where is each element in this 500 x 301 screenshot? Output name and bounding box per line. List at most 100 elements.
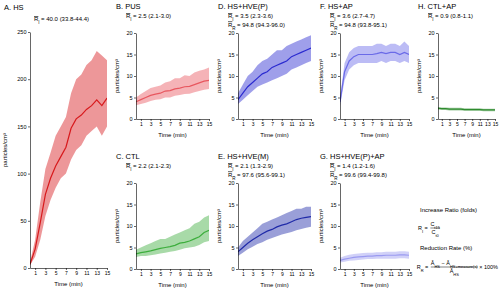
plot-area xyxy=(136,67,209,105)
x-tick: 5 xyxy=(261,119,264,127)
x-tick-label: 15 xyxy=(207,121,213,127)
formula-lhs: RI = xyxy=(418,225,429,234)
x-tick-label: 5 xyxy=(159,271,162,277)
figure: A. HSRI= 40.0 (33.8-44.4)135791113150501… xyxy=(0,0,500,301)
plot-area xyxy=(30,51,107,265)
y-tick-label: 0 xyxy=(129,116,132,122)
y-axis: 050100150200250 xyxy=(17,29,30,271)
annotation-subscript: R xyxy=(232,25,236,30)
y-axis: 05101520 xyxy=(330,30,340,122)
x-tick: 9 xyxy=(179,269,182,277)
y-tick-label: 5 xyxy=(333,95,336,101)
y-tick-label: 5 xyxy=(231,245,234,251)
plot-area xyxy=(238,35,311,104)
y-tick-mark xyxy=(236,205,238,206)
y-tick-label: 0 xyxy=(129,266,132,272)
x-tick-label: 13 xyxy=(299,271,305,277)
formula-denominator: ĀHS xyxy=(450,268,460,277)
x-tick-label: 13 xyxy=(94,270,100,276)
y-tick-mark xyxy=(134,55,136,56)
y-tick-mark xyxy=(134,33,136,34)
y-tick: 150 xyxy=(17,124,30,130)
x-axis: 13579111315 xyxy=(341,269,413,277)
y-axis-line xyxy=(136,34,137,120)
y-tick-mark xyxy=(338,119,340,120)
panel: E. HS+HVE(M)RI= 2.1 (1.3-2.9)RR= 97.6 (9… xyxy=(216,152,314,288)
y-tick-mark xyxy=(134,119,136,120)
x-tick-label: 9 xyxy=(75,270,78,276)
x-tick-label: 13 xyxy=(197,121,203,127)
x-tick: 7 xyxy=(371,269,374,277)
mean-line xyxy=(136,230,209,254)
annotation: RI= 3.5 (2.3-3.6) xyxy=(228,13,273,22)
annotation-text: = 40.0 (33.8-44.4) xyxy=(41,16,89,22)
y-axis-line xyxy=(238,184,239,270)
x-tick: 1 xyxy=(344,269,347,277)
x-tick: 5 xyxy=(362,269,365,277)
x-tick: 3 xyxy=(252,269,255,277)
x-tick: 13 xyxy=(398,119,404,127)
y-tick-mark xyxy=(436,33,438,34)
annotation-text: = 3.6 (2.7-4.7) xyxy=(337,13,375,19)
y-tick-mark xyxy=(338,183,340,184)
y-tick-label: 5 xyxy=(231,95,234,101)
y-tick: 10 xyxy=(126,223,136,229)
y-tick-label: 20 xyxy=(428,30,434,36)
x-axis-title: Time (min) xyxy=(158,132,186,138)
y-tick-label: 5 xyxy=(129,95,132,101)
y-tick-label: 200 xyxy=(17,76,26,82)
y-tick-mark xyxy=(338,226,340,227)
y-tick-mark xyxy=(236,269,238,270)
x-axis-line xyxy=(239,119,312,120)
x-tick-label: 7 xyxy=(271,121,274,127)
x-tick: 1 xyxy=(140,269,143,277)
y-axis-title: particles/cm³ xyxy=(114,209,120,243)
formula-part: = xyxy=(423,264,429,270)
x-axis-title: Time (min) xyxy=(452,132,480,138)
plot-area xyxy=(238,207,311,256)
mean-line xyxy=(238,48,311,100)
x-tick: 3 xyxy=(150,119,153,127)
x-tick-label: 5 xyxy=(362,121,365,127)
y-tick-label: 15 xyxy=(428,52,434,58)
x-tick-label: 1 xyxy=(242,271,245,277)
panel-title: E. HS+HVE(M) xyxy=(218,152,269,161)
y-tick: 20 xyxy=(228,180,238,186)
y-tick-label: 10 xyxy=(330,223,336,229)
plot-area xyxy=(438,107,495,111)
y-axis: 05101520 xyxy=(330,180,340,272)
y-tick: 5 xyxy=(231,95,238,101)
x-tick-label: 13 xyxy=(197,271,203,277)
y-axis: 05101520 xyxy=(126,180,136,272)
annotation-text: = 3.5 (2.3-3.6) xyxy=(235,13,273,19)
x-tick-label: 15 xyxy=(493,121,499,127)
x-axis: 13579111315 xyxy=(31,268,111,276)
annotation-subscript: I xyxy=(232,17,233,22)
y-tick: 250 xyxy=(17,29,30,35)
x-tick: 5 xyxy=(159,119,162,127)
x-tick-label: 13 xyxy=(299,121,305,127)
x-tick: 7 xyxy=(271,269,274,277)
x-tick-label: 7 xyxy=(271,271,274,277)
y-tick-mark xyxy=(338,269,340,270)
x-tick-label: 13 xyxy=(485,121,491,127)
y-axis-line xyxy=(438,34,439,120)
formula-lhs: RR = xyxy=(417,264,430,273)
y-tick: 15 xyxy=(428,52,438,58)
panel-title: G. HS+HVE(P)+AP xyxy=(320,152,385,161)
x-axis-title: Time (min) xyxy=(360,132,388,138)
y-tick-label: 20 xyxy=(330,30,336,36)
panel-title: F. HS+AP xyxy=(320,2,353,11)
panel: C. CTLRI= 2.2 (2.1-2.3)13579111315051015… xyxy=(114,152,212,288)
x-tick: 7 xyxy=(65,268,68,276)
y-tick: 100 xyxy=(17,171,30,177)
y-tick-label: 0 xyxy=(23,265,26,271)
formula-title: Reduction Rate (%) xyxy=(420,245,472,251)
y-tick-mark xyxy=(28,221,30,222)
x-tick-label: 15 xyxy=(309,271,315,277)
y-tick-label: 10 xyxy=(228,73,234,79)
y-tick-mark xyxy=(338,205,340,206)
x-tick: 3 xyxy=(150,269,153,277)
formula-part: = xyxy=(423,225,429,231)
x-tick: 13 xyxy=(299,119,305,127)
